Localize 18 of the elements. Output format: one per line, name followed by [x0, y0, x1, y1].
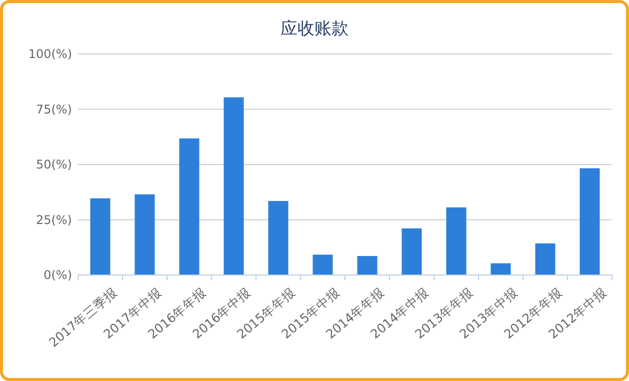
- y-tick-label: 25(%): [36, 212, 72, 227]
- y-tick-label: 50(%): [36, 158, 72, 172]
- bar: [312, 254, 333, 275]
- bar: [134, 194, 155, 275]
- y-tick-label: 75(%): [36, 102, 72, 116]
- bar: [446, 207, 466, 275]
- y-tick-label: 0(%): [44, 268, 72, 282]
- chart-title: 应收账款: [280, 19, 348, 39]
- bar: [268, 200, 288, 275]
- bar: [357, 256, 378, 275]
- bar: [402, 228, 422, 275]
- bar: [535, 243, 556, 275]
- bar: [224, 97, 244, 275]
- bar: [90, 198, 110, 275]
- bar: [179, 138, 200, 275]
- y-tick-label: 100(%): [28, 47, 72, 62]
- bar: [580, 168, 600, 275]
- bar: [490, 263, 511, 275]
